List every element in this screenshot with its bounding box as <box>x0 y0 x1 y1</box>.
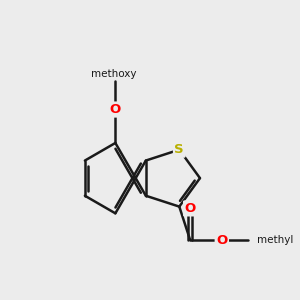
Text: S: S <box>175 143 184 156</box>
Text: O: O <box>216 234 227 247</box>
Text: methyl: methyl <box>257 235 293 245</box>
Text: O: O <box>184 202 196 215</box>
Text: methoxy: methoxy <box>91 69 137 80</box>
Text: O: O <box>110 103 121 116</box>
